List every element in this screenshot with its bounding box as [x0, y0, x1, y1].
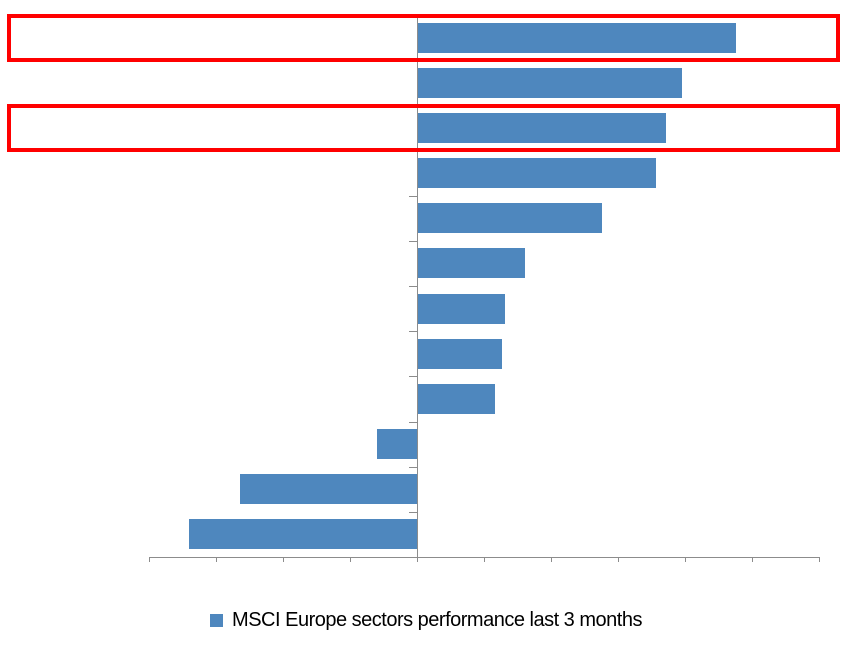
value-axis-tick: [617, 557, 619, 563]
bar: [418, 67, 683, 98]
category-axis-tick: [409, 150, 417, 152]
value-axis-tick: [751, 557, 753, 563]
category-axis-tick: [409, 60, 417, 62]
value-axis-tick: [149, 557, 151, 563]
value-axis-tick: [216, 557, 218, 563]
value-axis-tick: [818, 557, 820, 563]
category-axis-tick: [409, 421, 417, 423]
value-axis-tick: [550, 557, 552, 563]
value-axis-tick: [684, 557, 686, 563]
bar: [418, 203, 603, 234]
bar: [418, 22, 736, 53]
category-axis-line: [417, 15, 418, 558]
value-axis-tick: [483, 557, 485, 563]
category-axis-tick: [409, 15, 417, 16]
bar: [418, 338, 502, 369]
value-axis-tick: [417, 557, 418, 563]
value-axis-tick: [350, 557, 352, 563]
legend-label: MSCI Europe sectors performance last 3 m…: [232, 609, 642, 631]
category-axis-tick: [409, 511, 417, 513]
legend: MSCI Europe sectors performance last 3 m…: [0, 610, 852, 630]
category-axis-tick: [409, 286, 417, 288]
value-axis-tick: [283, 557, 285, 563]
category-axis-tick: [409, 105, 417, 107]
bar: [418, 383, 495, 414]
bar: [418, 112, 666, 143]
bar: [239, 474, 417, 505]
bar: [189, 519, 417, 550]
bar: [418, 248, 526, 279]
category-axis-tick: [409, 240, 417, 242]
category-axis-tick: [409, 195, 417, 197]
category-axis-tick: [409, 376, 417, 378]
category-axis-tick: [409, 331, 417, 333]
bar: [418, 293, 505, 324]
bar: [376, 429, 417, 460]
category-axis-tick: [409, 466, 417, 468]
legend-swatch-icon: [210, 613, 224, 627]
bar: [418, 158, 656, 189]
